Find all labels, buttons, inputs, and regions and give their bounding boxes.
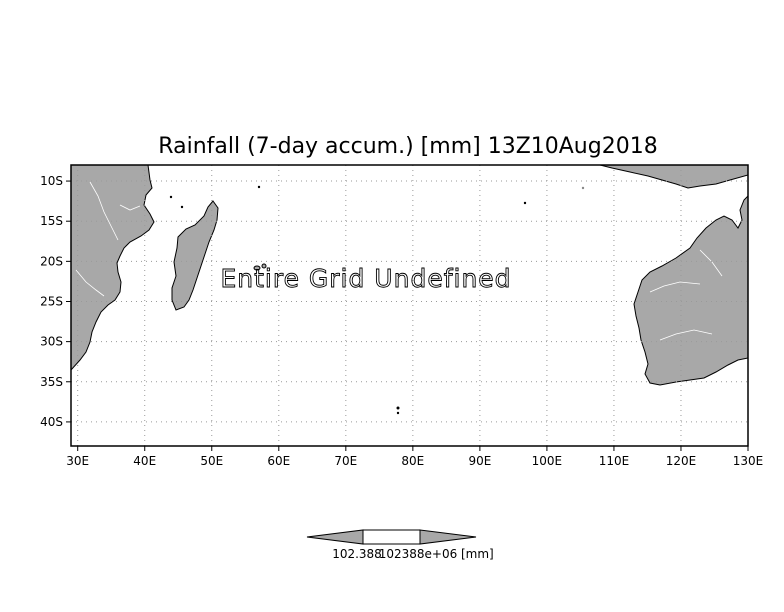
- colorbar-unit: [mm]: [461, 547, 494, 561]
- x-tick-label: 40E: [133, 454, 156, 468]
- y-tick-label: 25S: [40, 294, 63, 308]
- africa-landmass: [71, 165, 155, 371]
- y-tick-label: 35S: [40, 375, 63, 389]
- colorbar-label-left: 102.388: [332, 547, 382, 561]
- river-africa-3: [119, 204, 141, 211]
- x-tick-label: 60E: [267, 454, 290, 468]
- mayotte-island: [180, 205, 184, 209]
- river-australia-2: [659, 329, 713, 341]
- x-axis-ticks: 30E 40E 50E 60E 70E 80E 90E 100E 110E 120E 130E: [66, 446, 763, 468]
- x-tick-label: 120E: [666, 454, 697, 468]
- amsterdam-island: [396, 406, 400, 410]
- colorbar-right-arrow: [419, 529, 477, 545]
- x-tick-label: 110E: [599, 454, 630, 468]
- x-tick-label: 130E: [733, 454, 764, 468]
- christmas-island: [523, 201, 527, 205]
- river-australia-3: [699, 249, 723, 277]
- map-gridlines: [71, 165, 748, 446]
- y-tick-label: 10S: [40, 174, 63, 188]
- mauritius-island: [253, 265, 261, 271]
- small-island: [581, 186, 585, 190]
- map-area: [71, 165, 748, 415]
- colorbar: 102.388 102388e+06 [mm]: [306, 529, 494, 561]
- river-africa-1: [89, 181, 119, 241]
- madagascar-landmass: [171, 200, 219, 311]
- y-tick-label: 40S: [40, 415, 63, 429]
- x-tick-label: 90E: [468, 454, 491, 468]
- undefined-grid-message: Entire Grid Undefined: [220, 264, 511, 293]
- seychelles-island: [257, 185, 261, 189]
- comoros-island: [169, 195, 173, 199]
- chart-title: Rainfall (7-day accum.) [mm] 13Z10Aug201…: [158, 134, 657, 159]
- indonesia-landmass: [599, 165, 748, 189]
- colorbar-segment: [362, 529, 421, 545]
- y-tick-label: 30S: [40, 335, 63, 349]
- map-frame: [70, 164, 749, 447]
- river-australia-1: [649, 281, 701, 293]
- st-paul-island: [396, 411, 400, 415]
- australia-landmass: [633, 165, 748, 386]
- y-tick-label: 15S: [40, 214, 63, 228]
- x-tick-label: 50E: [200, 454, 223, 468]
- river-africa-2: [75, 269, 105, 297]
- x-tick-label: 30E: [66, 454, 89, 468]
- colorbar-label-right: 102388e+06: [379, 547, 458, 561]
- y-axis-ticks: 10S 15S 20S 25S 30S 35S 40S: [40, 174, 71, 429]
- x-tick-label: 80E: [401, 454, 424, 468]
- reunion-island: [261, 263, 267, 269]
- x-tick-label: 100E: [532, 454, 563, 468]
- y-tick-label: 20S: [40, 254, 63, 268]
- x-tick-label: 70E: [334, 454, 357, 468]
- colorbar-left-arrow: [306, 529, 364, 545]
